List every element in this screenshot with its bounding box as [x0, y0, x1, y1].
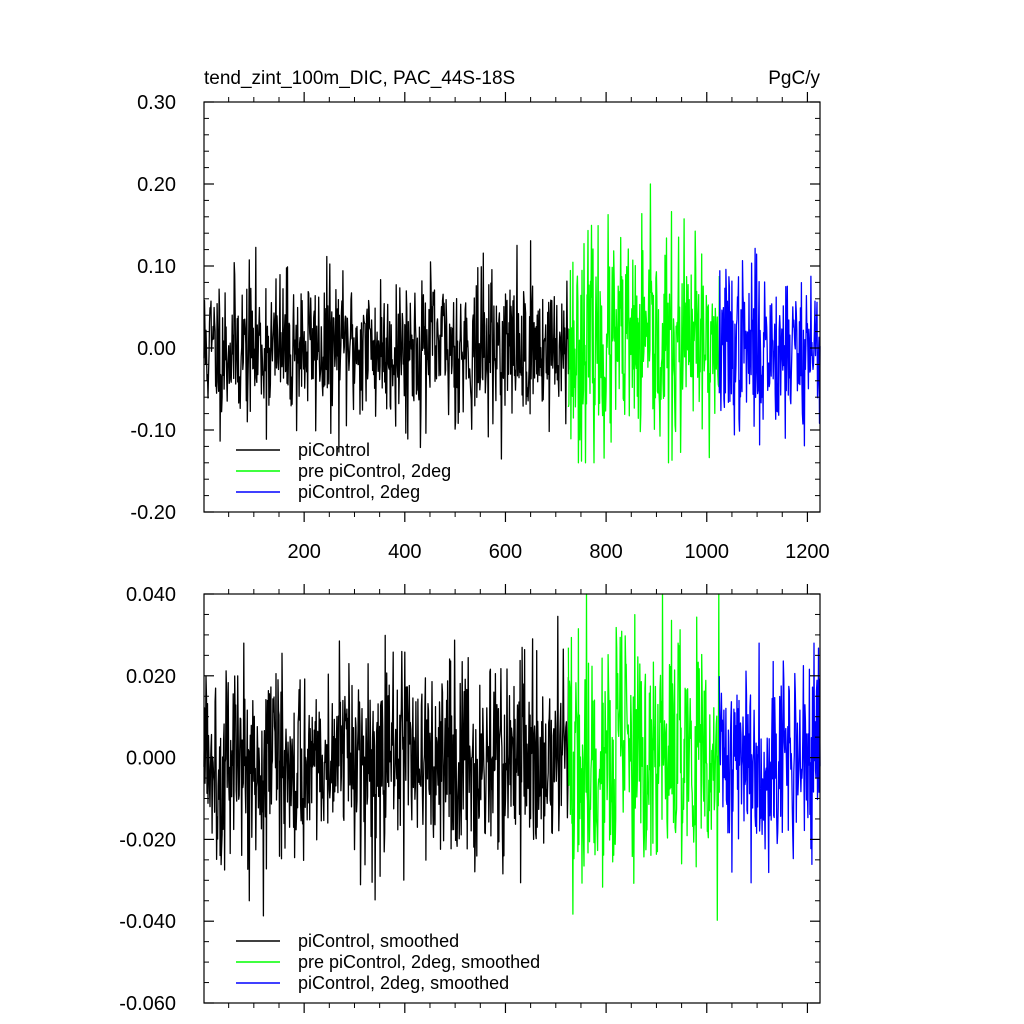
- y-tick-label: -0.040: [119, 911, 176, 933]
- y-tick-label: 0.30: [137, 92, 176, 114]
- y-tick-label: 0.00: [137, 338, 176, 360]
- chart-title: tend_zint_100m_DIC, PAC_44S-18S: [204, 68, 515, 89]
- legend-label-1: piControl: [298, 440, 370, 460]
- x-tick-label: 1000: [685, 541, 730, 563]
- x-tick-label: 800: [589, 541, 622, 563]
- plot-frame: [203, 101, 821, 513]
- series-line-3: [718, 247, 821, 447]
- series-line-2: [567, 593, 720, 921]
- legend-label-3: piControl, 2deg: [298, 482, 420, 502]
- x-tick-label: 200: [287, 541, 320, 563]
- legend-label-2: pre piControl, 2deg, smoothed: [298, 952, 540, 972]
- y-tick-label: 0.20: [137, 174, 176, 196]
- bottom-panel: -0.060 -0.040 -0.020 0.000 0.020 0.040 piContr…: [119, 584, 821, 1015]
- x-tick-label: 1200: [785, 541, 830, 563]
- series-line-1: [203, 615, 570, 917]
- top-panel: -0.20 -0.10 0.00 0.10 0.20 0.30 200 400 600 800 10…: [130, 92, 830, 563]
- y-tick-label: -0.060: [119, 993, 176, 1015]
- y-tick-label: -0.020: [119, 829, 176, 851]
- x-tick-label: 600: [489, 541, 522, 563]
- series-line-2: [567, 183, 720, 464]
- y-tick-label: -0.20: [130, 502, 176, 524]
- y-tick-label: 0.020: [126, 666, 176, 688]
- y-tick-label: -0.10: [130, 420, 176, 442]
- series-line-3: [718, 642, 821, 884]
- x-tick-label: 400: [388, 541, 421, 563]
- y-tick-label: 0.040: [126, 584, 176, 606]
- units-label: PgC/y: [768, 68, 820, 89]
- y-tick-label: 0.000: [126, 748, 176, 770]
- legend-label-3: piControl, 2deg, smoothed: [298, 973, 509, 993]
- legend-label-1: piControl, smoothed: [298, 931, 459, 951]
- series-line-1: [203, 240, 570, 460]
- y-tick-label: 0.10: [137, 256, 176, 278]
- legend-label-2: pre piControl, 2deg: [298, 461, 451, 481]
